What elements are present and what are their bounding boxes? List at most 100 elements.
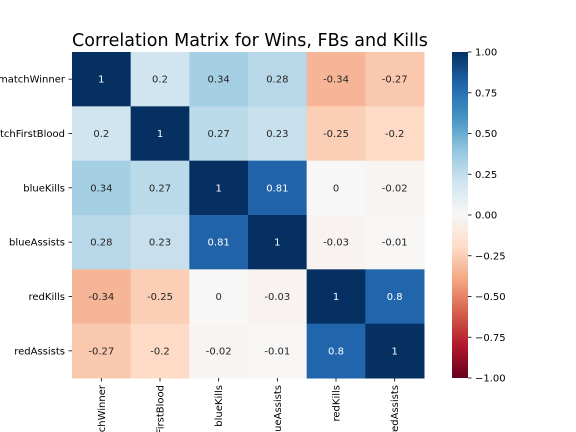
heatmap-cell <box>365 269 425 325</box>
cell-value-label: 0.34 <box>208 75 230 86</box>
x-tick-label: blueKills <box>214 385 225 427</box>
x-tick-label: redAssists <box>390 385 401 432</box>
cell-value-label: -0.2 <box>385 129 405 140</box>
colorbar-tick-label: −0.75 <box>475 333 506 344</box>
heatmap-cell <box>189 323 249 379</box>
colorbar <box>452 52 468 378</box>
y-tick-label: redAssists <box>14 346 65 357</box>
heatmap-cell <box>365 52 425 107</box>
cell-value-label: 1 <box>157 129 163 140</box>
y-tick-label: blueKills <box>23 183 65 194</box>
y-tick-label: redKills <box>29 292 66 303</box>
x-tick-label: matchFirstBlood <box>156 385 167 432</box>
cell-value-label: 0.2 <box>152 75 168 86</box>
x-tick-label: redKills <box>332 385 343 422</box>
heatmap-cell <box>365 160 425 216</box>
heatmap-cell <box>248 106 308 162</box>
cell-value-label: 0.28 <box>266 75 288 86</box>
heatmap-cell <box>189 106 249 162</box>
colorbar-tick-label: 0.25 <box>475 170 497 181</box>
heatmap-cell <box>72 215 132 270</box>
heatmap-cell <box>306 52 366 107</box>
heatmap-cell <box>306 215 366 270</box>
heatmap-cell <box>248 52 308 107</box>
heatmap-cell <box>248 160 308 216</box>
cell-value-label: 0.34 <box>90 183 112 194</box>
heatmap-cell <box>365 106 425 162</box>
heatmap-cell <box>72 160 132 216</box>
cell-value-label: 1 <box>333 292 339 303</box>
cell-value-label: -0.34 <box>88 292 114 303</box>
heatmap-cell <box>189 215 249 270</box>
cell-value-label: 0.23 <box>266 129 288 140</box>
cell-value-label: 0.23 <box>149 238 171 249</box>
cell-value-label: -0.34 <box>323 75 349 86</box>
colorbar-ticks: −1.00 −0.75 −0.50 −0.25 0.00 0.25 0.50 0.75 1.00 <box>468 48 506 385</box>
y-tick-labels: matchWinner matchFirstBlood blueKills blueA… <box>0 75 72 357</box>
cell-value-label: -0.27 <box>88 346 114 357</box>
colorbar-tick-label: −0.50 <box>475 292 506 303</box>
heatmap-cell <box>306 323 366 379</box>
heatmap-cell <box>306 269 366 325</box>
y-tick-label: matchWinner <box>0 75 66 86</box>
colorbar-tick-label: 0.75 <box>475 88 497 99</box>
cell-value-label: -0.01 <box>382 238 408 249</box>
heatmap-cell <box>72 323 132 379</box>
y-tick-label: blueAssists <box>9 238 65 249</box>
cell-value-label: 0.81 <box>266 183 288 194</box>
y-tick-label: matchFirstBlood <box>0 129 65 140</box>
heatmap-cell <box>189 160 249 216</box>
heatmap-cell <box>365 215 425 270</box>
cell-value-label: -0.03 <box>323 238 349 249</box>
heatmap-cell <box>248 323 308 379</box>
heatmap-cell <box>130 215 190 270</box>
cell-value-label: 1 <box>215 183 221 194</box>
colorbar-tick-label: 0.50 <box>475 129 497 140</box>
heatmap-cell <box>306 106 366 162</box>
heatmap-cell <box>130 160 190 216</box>
cell-value-label: -0.03 <box>264 292 290 303</box>
heatmap-cell <box>130 323 190 379</box>
heatmap-cell <box>248 269 308 325</box>
heatmap-cell <box>130 52 190 107</box>
x-tick-label: matchWinner <box>97 384 108 432</box>
heatmap-cell <box>306 160 366 216</box>
cell-value-label: 0.81 <box>208 238 230 249</box>
x-tick-label: blueAssists <box>273 385 284 432</box>
cell-value-label: 0 <box>333 183 339 194</box>
heatmap-cell <box>130 106 190 162</box>
heatmap-cell <box>248 215 308 270</box>
colorbar-tick-label: 0.00 <box>475 211 497 222</box>
cell-value-label: 0.28 <box>90 238 112 249</box>
cell-value-label: -0.27 <box>382 75 408 86</box>
cell-value-label: 0.27 <box>208 129 230 140</box>
cell-value-label: 1 <box>98 75 104 86</box>
chart-title: Correlation Matrix for Wins, FBs and Kil… <box>72 31 428 51</box>
heatmap-cell <box>72 269 132 325</box>
cell-value-label: 0.8 <box>387 292 403 303</box>
cell-value-label: 0.27 <box>149 183 171 194</box>
cell-value-label: -0.2 <box>150 346 170 357</box>
heatmap-cell <box>365 323 425 379</box>
heatmap-cell <box>130 269 190 325</box>
cell-value-label: -0.02 <box>206 346 232 357</box>
heatmap-cell <box>72 52 132 107</box>
cell-value-label: 0 <box>215 292 221 303</box>
cell-value-label: 1 <box>274 238 280 249</box>
cell-value-label: -0.25 <box>323 129 349 140</box>
colorbar-tick-label: 1.00 <box>475 48 497 59</box>
heatmap-cell <box>72 106 132 162</box>
heatmap-cells: 1 0.2 0.34 0.28 -0.34 -0.27 0.2 1 0.27 0.23 -0.25 -… <box>72 52 425 379</box>
cell-value-label: 0.8 <box>328 346 344 357</box>
cell-value-label: 1 <box>391 346 397 357</box>
x-tick-labels: matchWinner matchFirstBlood blueKills blueA… <box>97 378 401 432</box>
cell-value-label: -0.02 <box>382 183 408 194</box>
heatmap-cell <box>189 52 249 107</box>
cell-value-label: 0.2 <box>93 129 109 140</box>
heatmap-cell <box>189 269 249 325</box>
cell-value-label: -0.01 <box>264 346 290 357</box>
colorbar-tick-label: −1.00 <box>475 374 506 385</box>
colorbar-tick-label: −0.25 <box>475 251 506 262</box>
cell-value-label: -0.25 <box>147 292 173 303</box>
